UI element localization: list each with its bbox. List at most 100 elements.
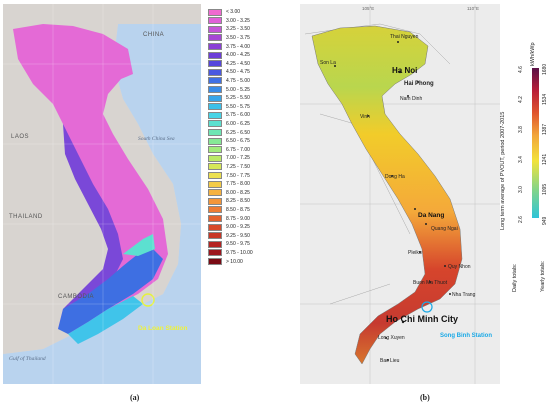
daily-tick: 3.0: [518, 186, 524, 193]
legend-a-label: 9.75 - 10.00: [226, 249, 253, 256]
legend-a-swatch: [208, 180, 222, 188]
legend-a-label: 3.50 - 3.75: [226, 34, 250, 41]
country-label-cambodia: CAMBODIA: [58, 294, 95, 300]
legend-a-swatch: [208, 86, 222, 94]
legend-a: < 3.00 3.00 - 3.25 3.25 - 3.50 3.50 - 3.75 3…: [208, 8, 270, 268]
legend-a-label: 6.00 - 6.25: [226, 120, 250, 127]
daily-totals-label: Daily totals:: [512, 263, 518, 292]
legend-a-label: > 10.00: [226, 258, 243, 265]
legend-a-label: 3.00 - 3.25: [226, 17, 250, 24]
legend-a-swatch: [208, 172, 222, 180]
city-da-nang: Da Nang: [418, 212, 445, 219]
legend-a-row: > 10.00: [208, 257, 243, 266]
legend-a-row: 8.75 - 9.00: [208, 214, 250, 223]
legend-a-label: 9.00 - 9.25: [226, 224, 250, 231]
legend-a-row: 8.25 - 8.50: [208, 197, 250, 205]
lon-tick-105: 105°E: [362, 6, 375, 11]
legend-a-label: 4.50 - 4.75: [226, 69, 250, 76]
legend-a-label: 8.25 - 8.50: [226, 198, 250, 205]
legend-a-row: 7.25 - 7.50: [208, 163, 250, 171]
legend-b: Long term average of PVOUT, period 2007-…: [500, 42, 548, 294]
legend-a-swatch: [208, 258, 222, 266]
legend-a-row: 6.50 - 6.75: [208, 137, 250, 145]
legend-a-label: 7.75 - 8.00: [226, 181, 250, 188]
daily-tick: 2.6: [518, 216, 524, 223]
station-label-song-binh: Song Binh Station: [440, 333, 492, 339]
legend-a-label: 5.25 - 5.50: [226, 95, 250, 102]
panel-a: CHINA LAOS THAILAND CAMBODIA South China…: [3, 4, 271, 388]
legend-a-swatch: [208, 51, 222, 59]
legend-a-row: 9.75 - 10.00: [208, 249, 253, 257]
legend-a-swatch: [208, 197, 222, 205]
legend-a-label: 3.75 - 4.00: [226, 43, 250, 50]
legend-b-title: Long term average of PVOUT, period 2007-…: [500, 111, 506, 230]
legend-a-label: 9.25 - 9.50: [226, 232, 250, 239]
legend-a-swatch: [208, 137, 222, 145]
legend-a-label: 7.00 - 7.25: [226, 155, 250, 162]
legend-a-swatch: [208, 94, 222, 102]
caption-a: (a): [130, 393, 140, 402]
legend-a-swatch: [208, 17, 222, 25]
legend-a-swatch: [208, 129, 222, 137]
legend-a-swatch: [208, 111, 222, 119]
legend-a-swatch: [208, 223, 222, 231]
legend-a-row: 6.25 - 6.50: [208, 128, 250, 137]
legend-a-swatch: [208, 103, 222, 111]
legend-a-row: 9.25 - 9.50: [208, 232, 250, 240]
yearly-tick: 1095: [542, 183, 548, 195]
daily-tick: 3.8: [518, 126, 524, 133]
legend-a-row: 5.25 - 5.50: [208, 94, 250, 102]
daily-tick: 4.2: [518, 96, 524, 103]
city-ho-chi-minh: Ho Chi Minh City: [386, 314, 458, 324]
legend-a-swatch: [208, 206, 222, 214]
legend-a-row: 6.75 - 7.00: [208, 146, 250, 154]
daily-tick: 4.6: [518, 66, 524, 73]
legend-a-row: 5.00 - 5.25: [208, 85, 250, 94]
legend-a-swatch: [208, 8, 222, 16]
city-quy-nhon: Quy Nhon: [448, 264, 471, 270]
city-son-la: Son La: [320, 60, 336, 66]
legend-a-row: 3.00 - 3.25: [208, 17, 250, 25]
legend-a-row: 7.00 - 7.25: [208, 154, 250, 162]
legend-a-label: 8.50 - 8.75: [226, 206, 250, 213]
legend-b-unit: kWh/kWp: [530, 42, 536, 66]
legend-a-label: 6.50 - 6.75: [226, 138, 250, 145]
legend-a-label: 4.75 - 5.00: [226, 77, 250, 84]
legend-a-label: 8.75 - 9.00: [226, 215, 250, 222]
legend-a-swatch: [208, 232, 222, 240]
city-nam-dinh: Nam Dinh: [400, 96, 423, 102]
legend-a-swatch: [208, 215, 222, 223]
country-label-laos: LAOS: [11, 134, 30, 140]
yearly-tick: 1241: [542, 153, 548, 165]
legend-a-row: 5.50 - 5.75: [208, 103, 250, 111]
legend-a-swatch: [208, 249, 222, 257]
pvout-map: [300, 4, 500, 384]
yearly-tick: 1534: [542, 93, 548, 105]
legend-a-swatch: [208, 163, 222, 171]
yearly-tick: 1387: [542, 123, 548, 135]
legend-a-swatch: [208, 146, 222, 154]
yearly-tick: 949: [542, 216, 548, 225]
city-quang-ngai: Quang Ngai: [431, 226, 458, 232]
legend-a-row: 8.50 - 8.75: [208, 206, 250, 214]
legend-a-row: 6.00 - 6.25: [208, 120, 250, 128]
legend-a-label: 4.00 - 4.25: [226, 52, 250, 59]
city-thai-nguyen: Thai Nguyen: [390, 34, 419, 40]
pvout-color-bar: [532, 68, 539, 218]
legend-a-row: 8.00 - 8.25: [208, 189, 250, 197]
legend-a-label: < 3.00: [226, 9, 241, 16]
legend-a-swatch: [208, 25, 222, 33]
panel-b: 105°E 110°E Thai Nguyen Son La Ha Noi Ha…: [300, 4, 548, 388]
legend-a-swatch: [208, 120, 222, 128]
legend-a-label: 3.25 - 3.50: [226, 26, 250, 33]
sea-label-gulf-of-thailand: Gulf of Thailand: [9, 356, 46, 362]
legend-a-swatch: [208, 154, 222, 162]
legend-a-swatch: [208, 68, 222, 76]
city-nha-trang: Nha Trang: [452, 292, 476, 298]
legend-a-row: 4.50 - 4.75: [208, 68, 250, 76]
legend-a-swatch: [208, 189, 222, 197]
legend-a-swatch: [208, 60, 222, 68]
city-pleiku: Pleiku: [408, 250, 422, 256]
legend-a-label: 5.00 - 5.25: [226, 86, 250, 93]
country-label-thailand: THAILAND: [9, 214, 43, 220]
